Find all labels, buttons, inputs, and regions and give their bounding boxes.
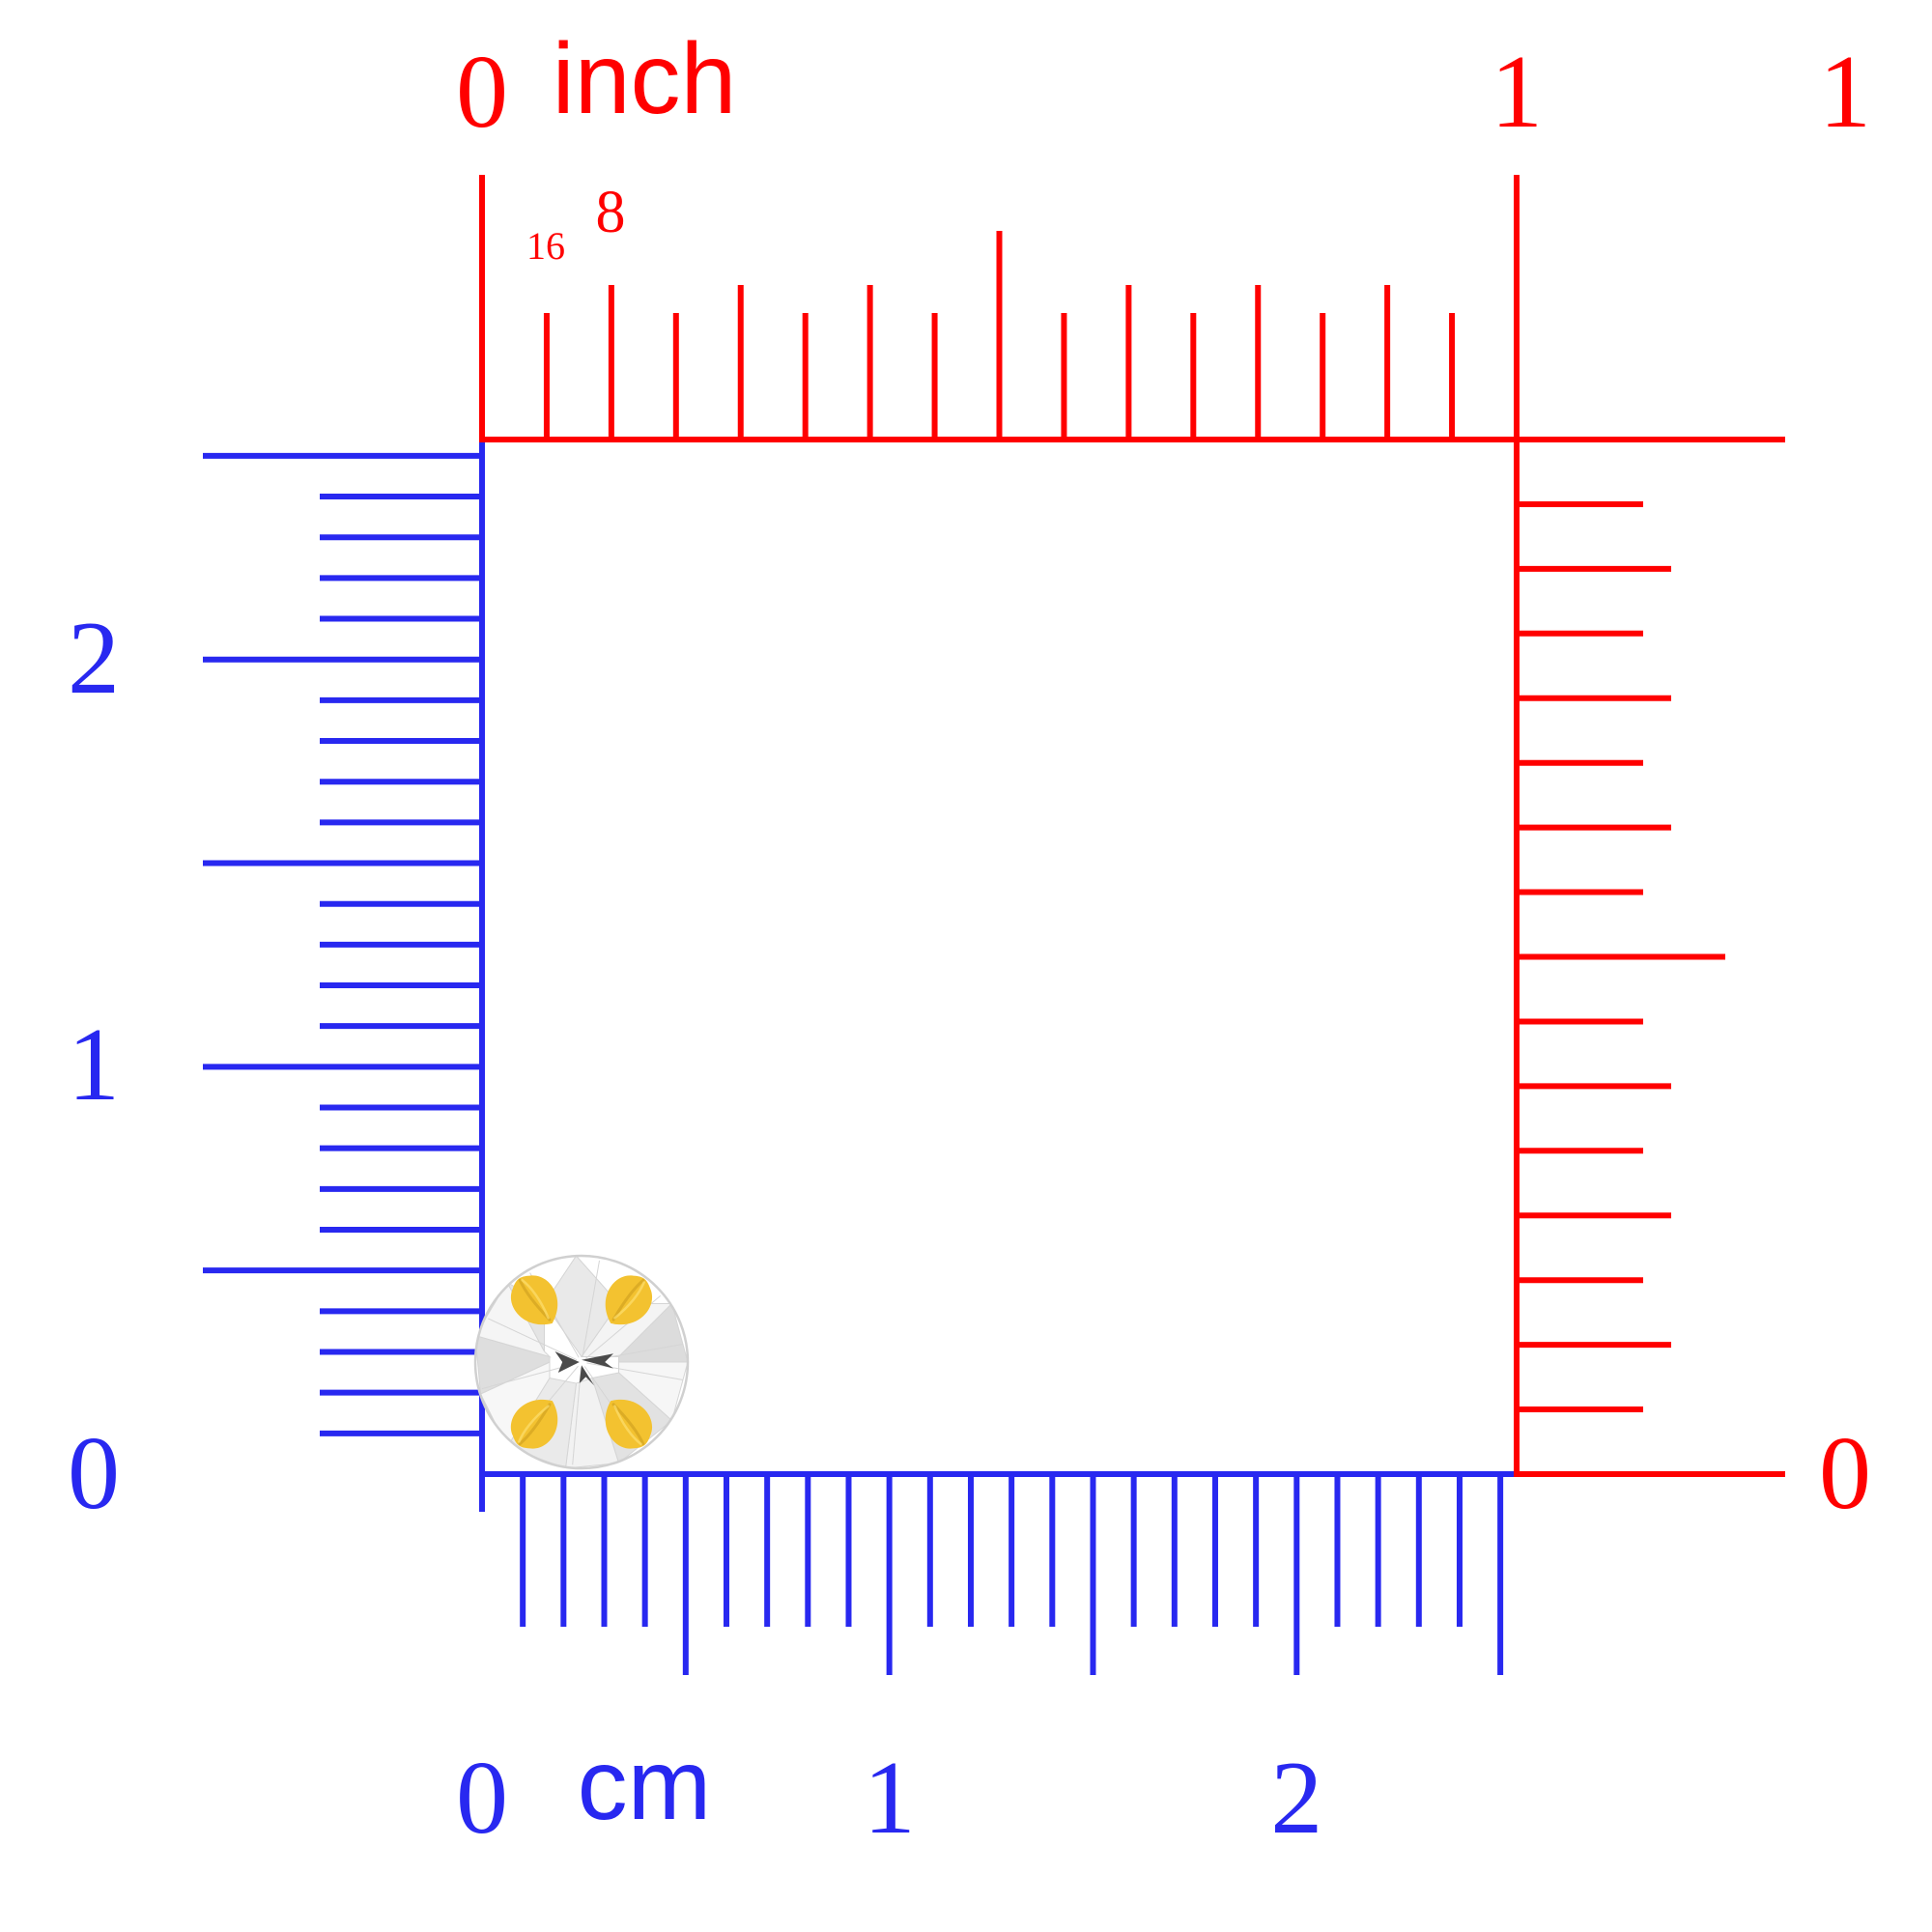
svg-text:1: 1	[1819, 35, 1871, 150]
svg-text:2: 2	[1270, 1741, 1322, 1856]
svg-text:inch: inch	[553, 23, 737, 135]
svg-text:1: 1	[68, 1008, 120, 1122]
svg-text:1: 1	[864, 1741, 916, 1856]
svg-text:0: 0	[68, 1416, 120, 1531]
svg-text:cm: cm	[578, 1729, 712, 1841]
svg-text:16: 16	[526, 224, 565, 268]
svg-text:1: 1	[1491, 35, 1543, 150]
svg-text:2: 2	[68, 601, 120, 716]
svg-text:8: 8	[596, 180, 626, 245]
svg-text:0: 0	[456, 1741, 508, 1856]
svg-text:0: 0	[456, 35, 508, 150]
svg-text:0: 0	[1819, 1416, 1871, 1531]
